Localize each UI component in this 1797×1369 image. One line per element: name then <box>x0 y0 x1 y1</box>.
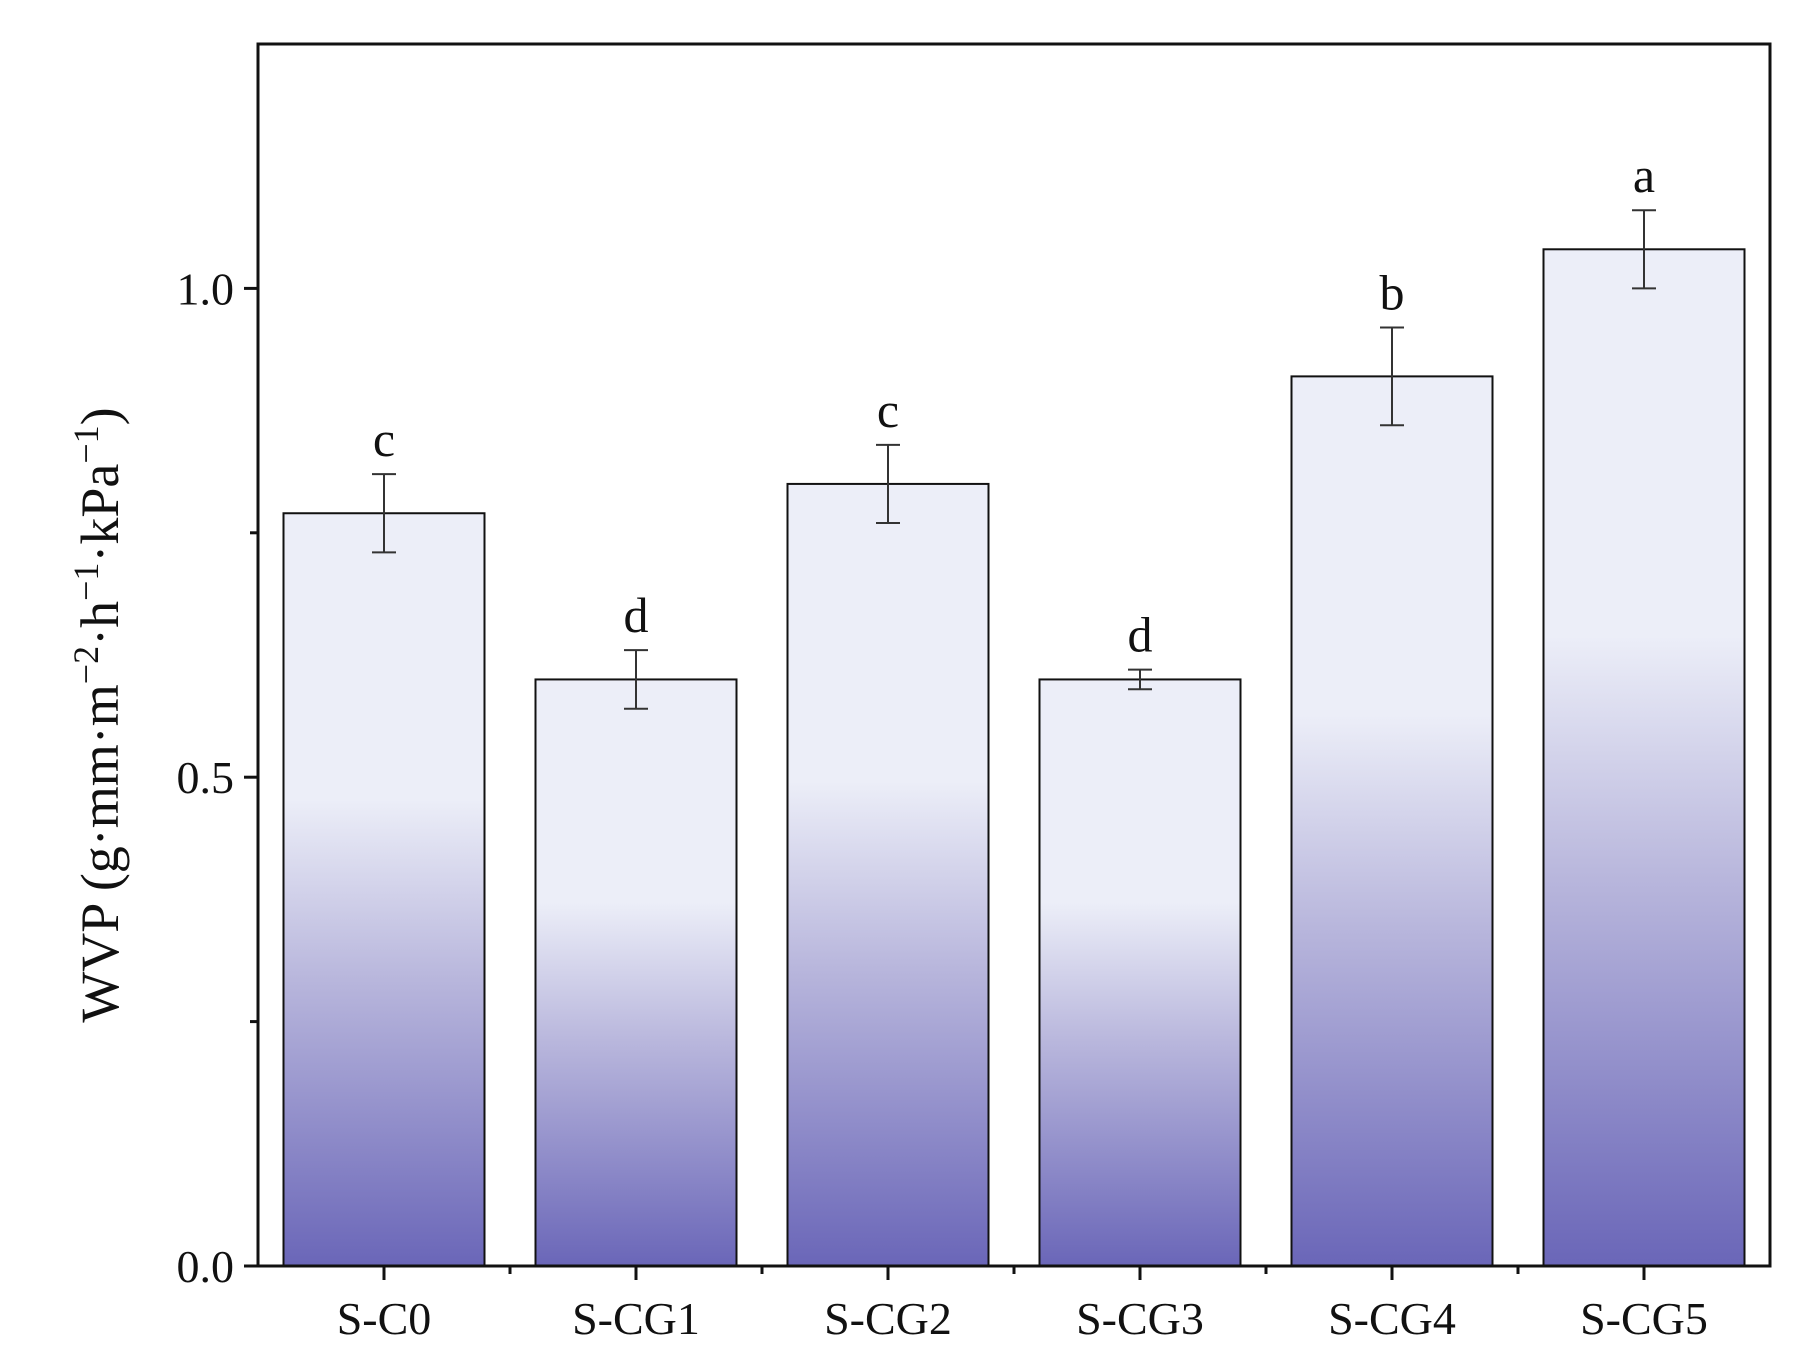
bar-s-cg5 <box>1542 248 1746 1267</box>
significance-label-s-cg1: d <box>624 587 649 643</box>
x-tick-label-s-cg2: S-CG2 <box>824 1293 952 1344</box>
y-tick-label: 0.0 <box>177 1241 235 1292</box>
error-bars-layer <box>372 209 1656 710</box>
y-tick-label: 0.5 <box>177 752 235 803</box>
y-axis-title: WVP (g·mm·m−2·h−1·kPa−1) <box>66 407 130 1022</box>
x-tick-label-s-cg3: S-CG3 <box>1076 1293 1204 1344</box>
bars-layer <box>282 248 1746 1268</box>
error-bar-s-cg2 <box>876 443 900 525</box>
significance-label-s-c0: c <box>373 411 395 467</box>
error-bar-s-cg3 <box>1128 668 1152 691</box>
significance-labels-layer: c d c d b a <box>373 147 1655 662</box>
y-axis-ticks: 0.0 0.5 1.0 <box>177 263 258 1292</box>
bar-s-c0 <box>282 512 486 1267</box>
bar-s-cg4 <box>1290 375 1494 1268</box>
bar-s-cg1 <box>534 678 738 1267</box>
significance-label-s-cg3: d <box>1128 607 1153 663</box>
significance-label-s-cg5: a <box>1633 147 1655 203</box>
x-tick-label-s-cg4: S-CG4 <box>1328 1293 1456 1344</box>
x-tick-label-s-cg1: S-CG1 <box>572 1293 700 1344</box>
error-bar-s-cg5 <box>1632 209 1656 290</box>
error-bar-s-cg1 <box>624 649 648 710</box>
significance-label-s-cg2: c <box>877 382 899 438</box>
bar-s-cg2 <box>786 482 990 1268</box>
error-bar-s-cg4 <box>1380 326 1404 427</box>
significance-label-s-cg4: b <box>1380 265 1405 321</box>
x-tick-label-s-c0: S-C0 <box>337 1293 432 1344</box>
x-tick-label-s-cg5: S-CG5 <box>1580 1293 1708 1344</box>
y-tick-label: 1.0 <box>177 263 235 314</box>
bar-s-cg3 <box>1038 678 1242 1267</box>
error-bar-s-c0 <box>372 473 396 554</box>
x-axis-ticks: S-C0 S-CG1 S-CG2 S-CG3 S-CG4 S-CG5 <box>337 1266 1708 1344</box>
